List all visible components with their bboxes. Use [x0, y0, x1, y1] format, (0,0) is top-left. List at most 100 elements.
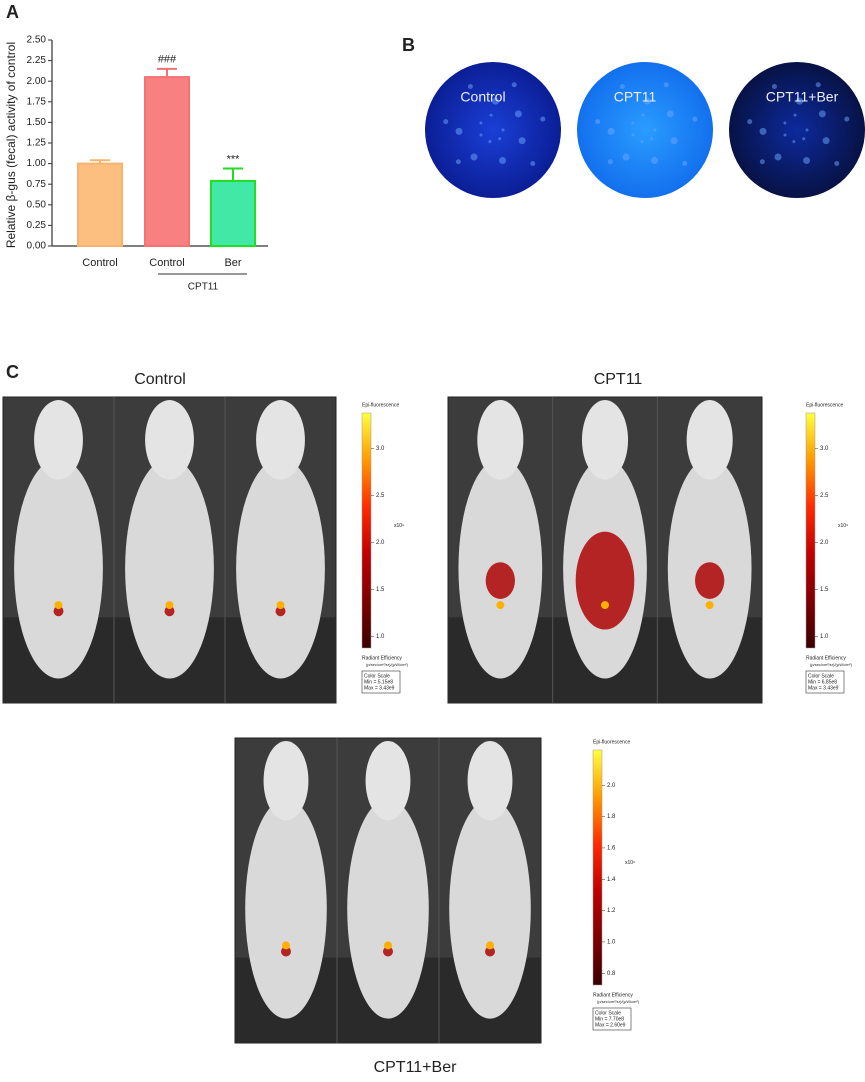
color-scale [805, 412, 816, 649]
scale-min: Min = 5.15e8 [364, 679, 393, 685]
colony [501, 128, 505, 132]
scale-tick-label: 1.5 [376, 587, 385, 593]
signal [575, 531, 635, 630]
scale-tick-label: 2.5 [820, 493, 829, 499]
scale-tick-label: 3.0 [820, 446, 829, 452]
y-tick-label: 0.50 [27, 199, 47, 210]
colony [641, 113, 645, 117]
y-tick-label: 0.00 [27, 241, 47, 252]
bar [210, 179, 256, 248]
plate-label: CPT11+Ber [766, 89, 839, 105]
hotspot [601, 601, 609, 610]
colony [815, 82, 821, 88]
plate [729, 62, 865, 198]
colony [818, 110, 826, 118]
colony [783, 133, 787, 137]
bar [144, 76, 190, 247]
colony [759, 159, 765, 165]
color-scale [592, 749, 603, 986]
signal [281, 946, 291, 957]
mouse-head [467, 741, 513, 821]
colony [653, 128, 657, 132]
y-axis-label: Relative β-gus (fecal) activity of contr… [4, 42, 18, 248]
y-tick-label: 1.00 [27, 158, 47, 169]
scale-tick-label: 1.5 [820, 587, 829, 593]
mouse-body [14, 458, 103, 679]
mouse-head [365, 741, 411, 821]
hotspot [165, 601, 174, 610]
colony [644, 97, 652, 105]
panel-label: B [402, 35, 415, 55]
colony [488, 140, 492, 144]
y-tick-label: 2.50 [27, 35, 47, 46]
scale-tick-label: 1.2 [607, 908, 616, 914]
significance-label: ### [158, 54, 177, 66]
colony [771, 84, 777, 90]
scale-box [592, 1007, 632, 1031]
signal [485, 562, 515, 599]
colony [792, 140, 796, 144]
colony [443, 119, 449, 125]
scale-max: Max = 3.43e9 [364, 685, 395, 691]
colony [607, 159, 613, 165]
box-title: Color Scale [364, 673, 390, 679]
scale-multiplier: x10⁹ [394, 523, 404, 529]
scale-tick-label: 3.0 [376, 446, 385, 452]
colony [747, 119, 753, 125]
colony [467, 84, 473, 90]
colony [682, 161, 688, 167]
mouse-body [236, 458, 325, 679]
scale-max: Max = 3.43e9 [808, 685, 839, 691]
mouse-head [263, 741, 309, 821]
scale-tick-label: 1.0 [820, 634, 829, 640]
color-scale [361, 412, 372, 649]
scale-tick-label: 2.5 [376, 493, 385, 499]
unit: (p/sec/cm²/sr)/(µW/cm²) [366, 662, 409, 667]
group-label: CPT11 [188, 282, 219, 293]
scale-multiplier: x10⁹ [838, 523, 848, 529]
hotspot [54, 601, 63, 610]
colony [783, 121, 787, 125]
colony [692, 116, 698, 122]
y-tick-label: 0.25 [27, 220, 47, 231]
unit-title: Radiant Efficiency [806, 655, 846, 661]
colony [498, 137, 502, 141]
scale-tick-label: 1.4 [607, 877, 616, 883]
mouse-head [581, 400, 629, 480]
hotspot [496, 601, 505, 610]
scale-tick-label: 1.8 [607, 814, 616, 820]
colony [670, 137, 678, 145]
y-tick-label: 1.50 [27, 117, 47, 128]
mouse-head [477, 400, 524, 480]
unit-title: Radiant Efficiency [593, 992, 633, 998]
colony [640, 140, 644, 144]
hotspot [282, 941, 290, 950]
colony [663, 82, 669, 88]
scale-title: Epi-fluorescence [362, 402, 399, 408]
plate-label: CPT11 [614, 89, 657, 105]
colony [651, 157, 659, 165]
hotspot [384, 941, 392, 950]
colony [622, 153, 630, 161]
scale-title: Epi-fluorescence [593, 739, 630, 745]
colony [518, 137, 526, 145]
y-tick-label: 1.25 [27, 138, 47, 149]
plate [425, 62, 561, 198]
colony [511, 82, 517, 88]
scale-min: Min = 7.70e8 [595, 1016, 624, 1022]
image-title: CPT11 [594, 371, 643, 388]
unit: (p/sec/cm²/sr)/(µW/cm²) [810, 662, 853, 667]
plate [577, 62, 713, 198]
mouse-head [34, 400, 83, 480]
scale-tick-label: 1.6 [607, 845, 616, 851]
colony [492, 97, 500, 105]
colony [631, 121, 635, 125]
scale-box [805, 670, 845, 694]
colony [455, 159, 461, 165]
mouse-body [347, 799, 429, 1019]
scale-tick-label: 0.8 [607, 971, 616, 977]
colony [540, 116, 546, 122]
box-title: Color Scale [595, 1010, 621, 1016]
significance-label: *** [227, 153, 241, 165]
colony [619, 84, 625, 90]
